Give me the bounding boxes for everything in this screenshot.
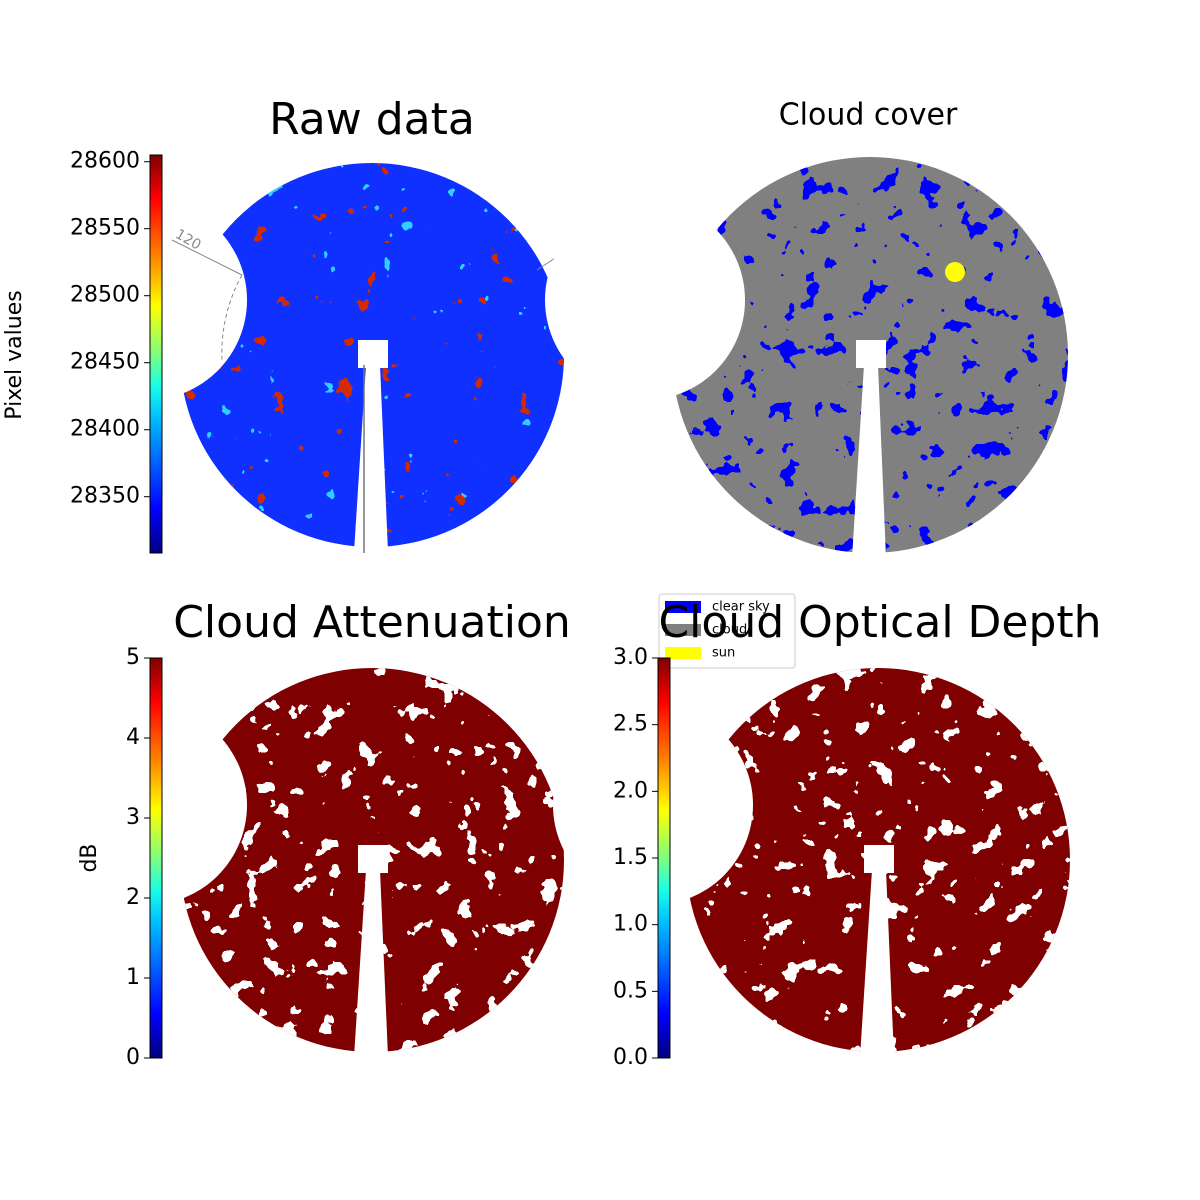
obstruction: [47, 705, 247, 905]
colorbar: [657, 657, 671, 1059]
sky-image: 120: [47, 163, 573, 553]
legend-label: cloud: [712, 623, 747, 638]
colorbar-tick-label: 28400: [70, 417, 140, 442]
colorbar-tick-label: 0: [126, 1045, 140, 1070]
legend-label: sun: [712, 646, 735, 661]
colorbar-tick-label: 28500: [70, 283, 140, 308]
panel-title: Cloud Attenuation: [173, 597, 571, 648]
sky-image: [553, 668, 1070, 1057]
colorbar: [149, 154, 163, 554]
obstruction: [358, 845, 388, 873]
colorbar-tick-label: 0.5: [613, 978, 648, 1003]
obstruction: [47, 200, 247, 400]
image-pixels: [180, 668, 564, 1052]
legend-swatch: [665, 647, 701, 659]
colorbar-tick-label: 1: [126, 965, 140, 990]
colorbar-tick-label: 4: [126, 725, 140, 750]
obstruction: [354, 870, 388, 1057]
colorbar-tick-label: 28550: [70, 216, 140, 241]
obstruction: [856, 340, 886, 368]
panel-title: Cloud Optical Depth: [658, 597, 1101, 648]
sky-image: [47, 668, 564, 1057]
obstruction: [852, 365, 886, 558]
colorbar-tick-label: 28600: [70, 149, 140, 174]
colorbar-tick-label: 5: [126, 645, 140, 670]
polar-grid: [171, 239, 243, 276]
colorbar-tick-label: 28450: [70, 350, 140, 375]
colorbar-tick-label: 28350: [70, 484, 140, 509]
panel-title: Cloud cover: [779, 98, 958, 133]
colorbar-tick-label: 2.5: [613, 712, 648, 737]
colorbar-tick-label: 1.5: [613, 845, 648, 870]
legend-swatch: [665, 624, 701, 636]
legend: clear sky cloud sun: [658, 593, 796, 669]
colorbar-label: dB: [77, 843, 102, 872]
colorbar-tick-label: 0.0: [613, 1045, 648, 1070]
colorbar-tick-label: 2: [126, 885, 140, 910]
panel-title: Raw data: [269, 94, 475, 145]
colorbar-tick-label: 3: [126, 805, 140, 830]
obstruction: [354, 365, 388, 552]
legend-label: clear sky: [712, 600, 770, 615]
colorbar-tick-label: 3.0: [613, 645, 648, 670]
obstruction: [545, 200, 745, 400]
colorbar: [149, 657, 163, 1059]
sky-image: [545, 157, 1068, 558]
obstruction: [860, 870, 894, 1057]
sun-marker: [945, 262, 965, 282]
obstruction: [358, 340, 388, 368]
colorbar-label: Pixel values: [2, 290, 27, 419]
polar-grid: [221, 274, 243, 361]
colorbar-tick-label: 2.0: [613, 778, 648, 803]
obstruction: [553, 705, 753, 905]
colorbar-tick-label: 1.0: [613, 912, 648, 937]
legend-swatch: [665, 601, 701, 613]
obstruction: [864, 845, 894, 873]
